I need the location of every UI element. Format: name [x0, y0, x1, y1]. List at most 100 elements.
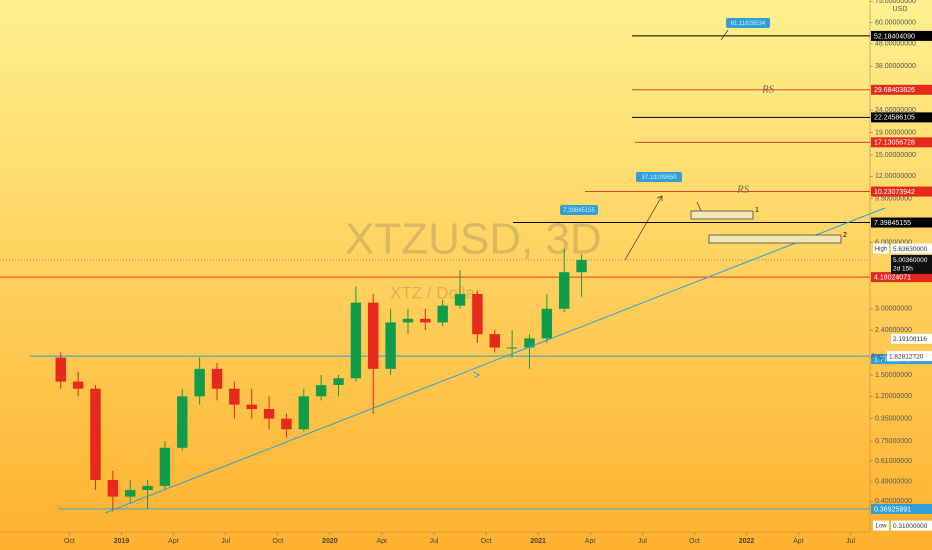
candle-body	[159, 447, 171, 486]
candle-body	[454, 294, 466, 306]
candle-body	[402, 318, 414, 323]
zone-label: 1	[755, 207, 759, 214]
candle-body	[246, 404, 257, 410]
candle-body	[437, 305, 448, 323]
y-tick-label: 0.75000000	[875, 438, 912, 445]
stat-name: Low	[875, 524, 887, 530]
x-tick-label: 2021	[530, 538, 546, 545]
candle-body	[90, 388, 101, 480]
countdown-label: 2d 15h	[893, 266, 913, 273]
level-price-label: 17.13056728	[874, 140, 915, 147]
candle-body	[142, 485, 153, 491]
candle-body	[211, 368, 223, 389]
callout-text: 7.39845155	[563, 208, 595, 214]
level-price-label: 29.68403826	[874, 87, 915, 94]
x-tick-label: 2019	[114, 538, 130, 545]
y-tick-label: 12.00000000	[875, 173, 916, 180]
x-tick-label: Apr	[376, 538, 388, 545]
candle-body	[576, 259, 587, 273]
rs-label: RS	[761, 84, 775, 96]
y-tick-label: 6.00000000	[875, 239, 912, 246]
candle-body	[55, 357, 66, 382]
level-price-tag	[871, 503, 932, 514]
stat-name-tag	[873, 243, 889, 254]
candle-body	[541, 308, 553, 339]
level-price-label: 0.36925991	[874, 506, 911, 513]
candle-body	[558, 272, 570, 309]
candle-body	[124, 490, 136, 497]
level-price-label: 22.24586105	[874, 115, 915, 122]
candle-body	[281, 418, 292, 430]
candle-body	[298, 396, 310, 430]
x-tick-label: Oct	[272, 538, 283, 545]
stat-name-tag	[873, 520, 889, 531]
y-tick-label: 19.00000000	[875, 129, 916, 136]
level-price-label: 7.39845155	[874, 220, 911, 227]
arrow-head	[656, 195, 663, 201]
candle-body	[385, 322, 396, 369]
y-tick-label: 0.61000000	[875, 458, 912, 465]
callout	[636, 172, 682, 182]
candle-body	[194, 368, 205, 397]
stat-price-label: 0.31000000	[893, 523, 928, 530]
price-label: 2.19108116	[893, 336, 927, 343]
callout-text: 61.11828534	[731, 21, 766, 27]
avg-price-label: 1.82812720	[889, 353, 924, 360]
x-tick-label: Apr	[168, 538, 180, 545]
zone-label: 2	[843, 232, 847, 239]
x-tick-label: Jul	[430, 538, 439, 545]
x-tick-label: 2020	[322, 538, 338, 545]
zone-box	[690, 210, 754, 220]
level-price-label: 52.18404090	[874, 33, 915, 40]
trend-line	[104, 207, 886, 514]
candle-body	[489, 334, 500, 348]
candle-body	[315, 385, 327, 397]
candle-body	[177, 396, 188, 448]
level-price-tag	[871, 112, 932, 123]
y-tick-label: 60.00000000	[875, 19, 916, 26]
watermark-description: XTZ / Dollar	[390, 283, 481, 302]
rs-label: RS	[736, 184, 750, 196]
x-tick-label: Oct	[64, 538, 75, 545]
candle-body	[350, 302, 362, 379]
level-price-tag	[871, 272, 932, 283]
avg-name: Avg	[871, 353, 883, 360]
y-tick-label: 1.20000000	[875, 393, 912, 400]
candle-body	[420, 318, 431, 323]
x-tick-label: Jul	[221, 538, 230, 545]
candle-body	[333, 378, 344, 386]
stat-price-tag	[891, 243, 932, 254]
level-price-label: 4.18024071	[874, 274, 911, 281]
level-price-tag	[871, 137, 932, 148]
watermark-symbol: XTZUSD, 3D	[345, 215, 602, 264]
y-tick-label: 15.00000000	[875, 152, 916, 159]
arrow	[720, 29, 729, 41]
candle-body	[107, 479, 119, 497]
candle-body	[472, 294, 483, 335]
level-price-tag	[871, 84, 932, 95]
candle-body	[263, 409, 275, 419]
x-tick-label: 2022	[739, 538, 755, 545]
x-tick-label: Oct	[689, 538, 700, 545]
x-tick-label: Jul	[846, 538, 855, 545]
level-price-label: 10.23073942	[874, 189, 915, 196]
y-tick-label: 2.40000000	[875, 327, 912, 334]
candle-body	[506, 347, 518, 349]
y-tick-label: 48.00000000	[875, 41, 916, 48]
candle-body	[72, 381, 84, 389]
trend-chevron	[473, 371, 480, 379]
stat-price-label: 5.63630000	[893, 246, 928, 253]
y-tick-label: 0.95000000	[875, 415, 912, 422]
candle-body	[368, 302, 379, 369]
y-tick-label: 75.00000000	[875, 0, 916, 5]
currency-label: USD	[893, 6, 908, 13]
y-tick-label: 9.50000000	[875, 196, 912, 203]
arrow	[624, 195, 663, 261]
stat-price-tag	[891, 520, 932, 531]
x-tick-label: Apr	[793, 538, 805, 545]
zone-box	[708, 234, 842, 244]
level-price-tag	[871, 30, 932, 41]
